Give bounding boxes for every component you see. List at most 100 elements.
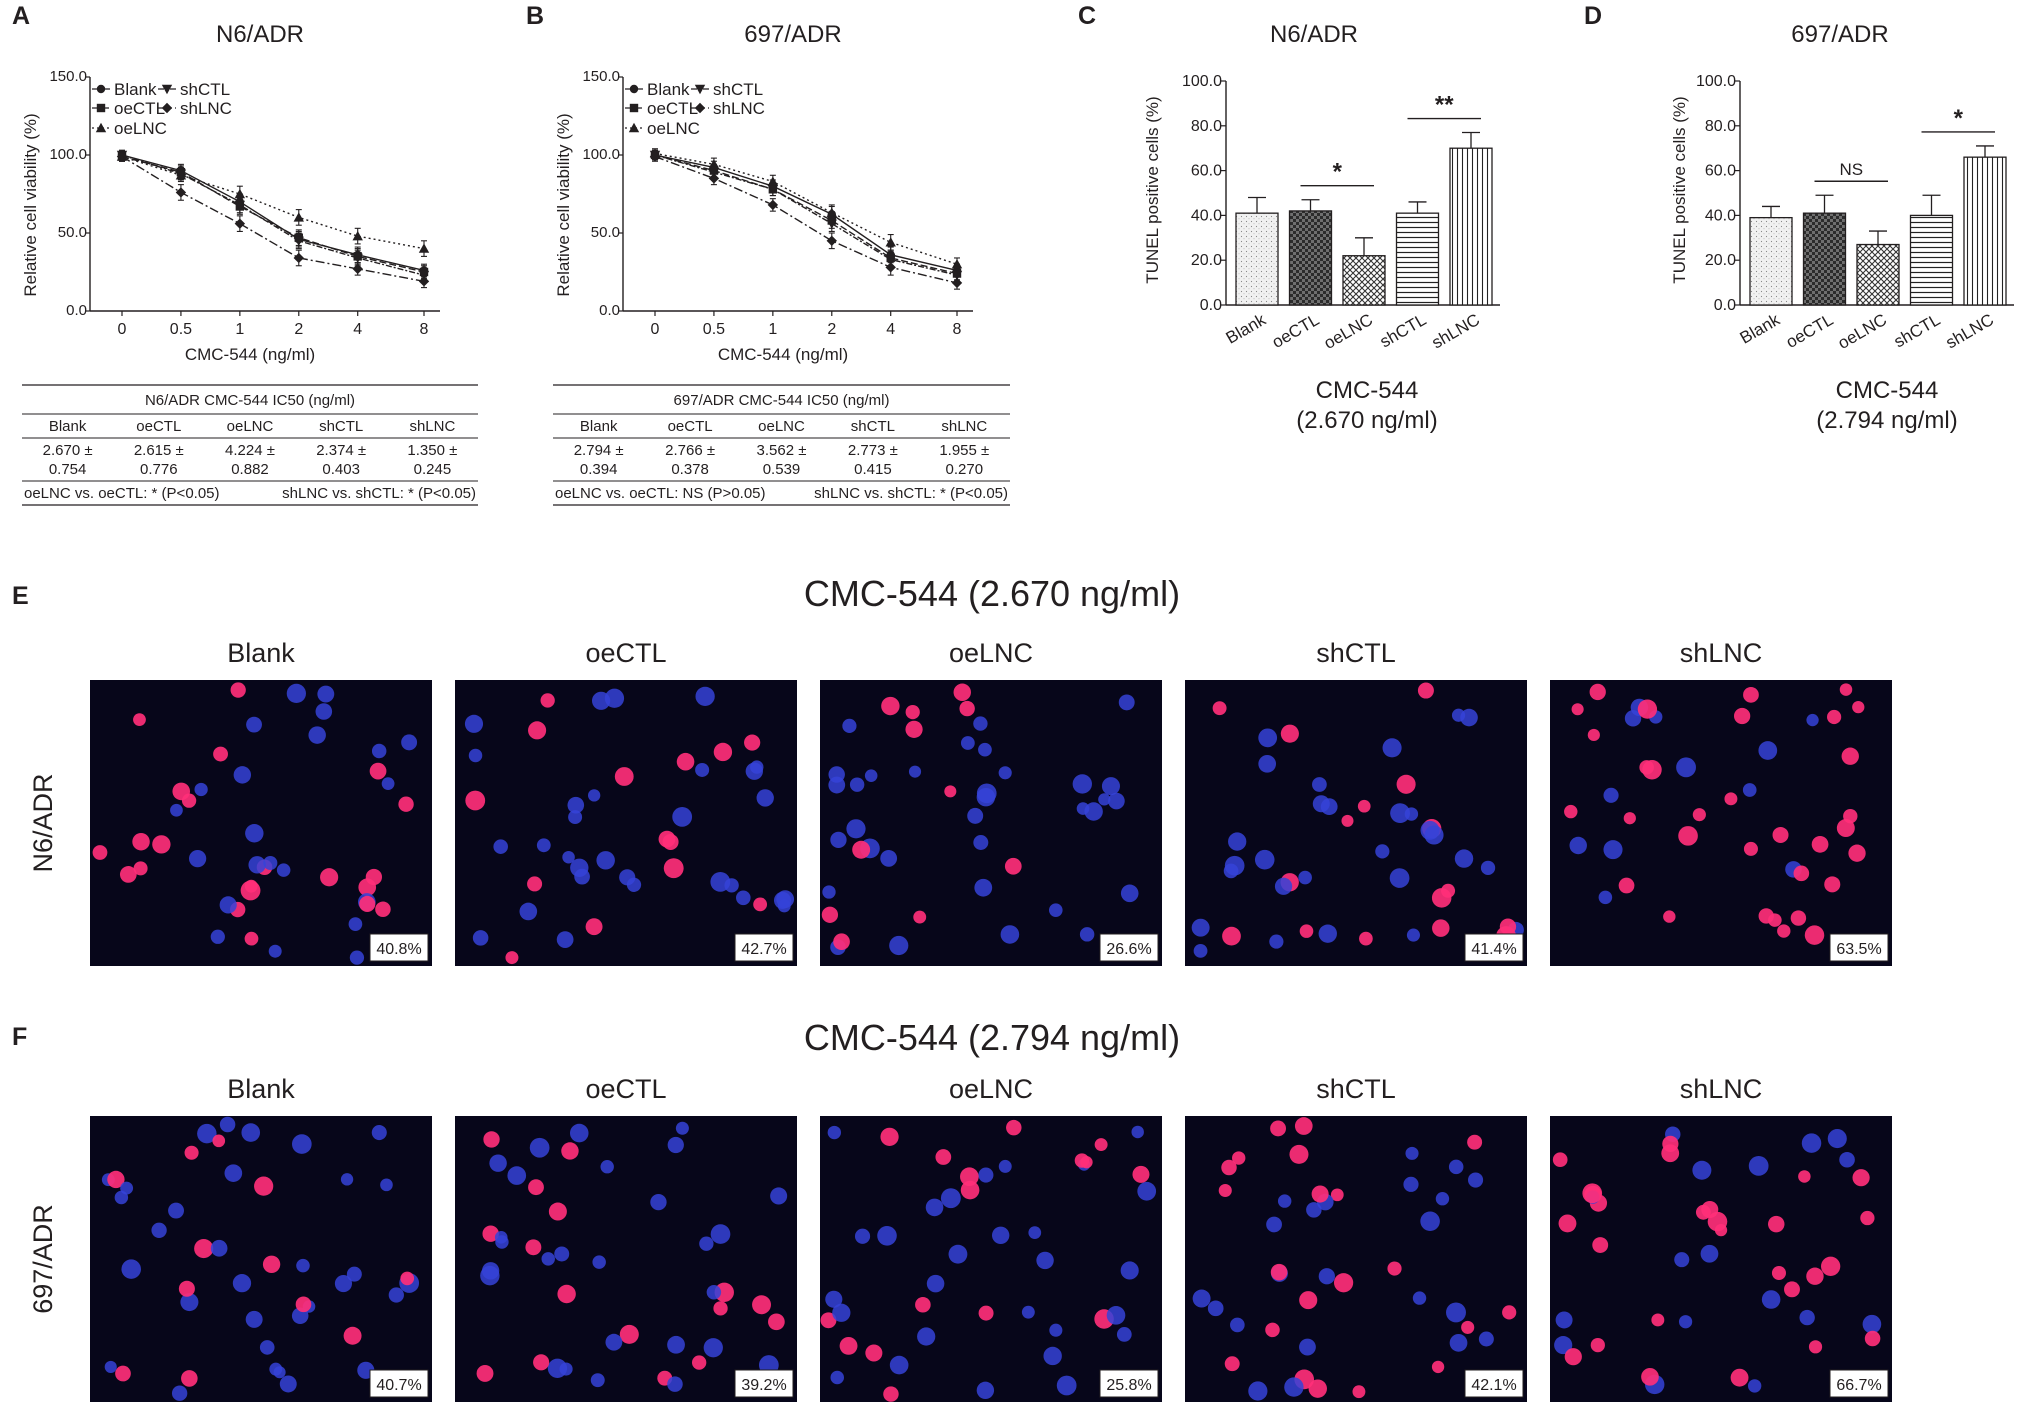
data-point	[826, 207, 837, 217]
table-cell: 2.670 ±	[43, 442, 93, 459]
nucleus	[699, 1236, 714, 1251]
nucleus	[1676, 757, 1696, 778]
nucleus	[1021, 1305, 1035, 1319]
chart-title: N6/ADR	[1270, 21, 1358, 48]
percent-box	[369, 1369, 429, 1398]
nucleus	[667, 1376, 683, 1392]
tunel-positive-cell	[1232, 1151, 1246, 1165]
nucleus	[121, 1259, 141, 1279]
tunel-positive-cell	[1772, 826, 1789, 843]
row-title: CMC-544 (2.794 ng/ml)	[804, 1017, 1180, 1058]
nucleus	[1448, 1159, 1464, 1175]
column-title: oeCTL	[585, 638, 666, 668]
tunel-positive-cell	[1387, 1261, 1402, 1276]
y-axis-label: Relative cell viability (%)	[554, 113, 573, 296]
nucleus	[877, 1226, 897, 1246]
nucleus	[672, 806, 693, 827]
nucleus	[259, 1340, 275, 1355]
series-line	[654, 155, 958, 284]
nucleus	[849, 777, 865, 792]
nucleus	[1137, 1181, 1157, 1201]
x-tick-label: Blank	[1223, 310, 1270, 348]
tunel-positive-cell	[561, 1142, 579, 1160]
nucleus	[925, 1198, 944, 1217]
table-cell: 2.615 ±	[134, 442, 184, 459]
x-tick-label: 0	[651, 321, 660, 338]
tunel-positive-cell	[1864, 1330, 1881, 1347]
percent-label: 66.7%	[1836, 1377, 1881, 1394]
nucleus	[967, 807, 984, 824]
percent-label: 63.5%	[1836, 941, 1881, 958]
tunel-positive-cell	[1294, 1117, 1313, 1135]
legend-label: shCTL	[180, 80, 230, 99]
nucleus	[1299, 1338, 1316, 1356]
tunel-positive-cell	[1641, 1367, 1659, 1386]
x-tick-label: Blank	[1737, 310, 1784, 348]
legend-label: oeCTL	[114, 99, 165, 118]
chart-title: 697/ADR	[1791, 21, 1888, 48]
micrograph-background	[455, 680, 797, 966]
tunel-positive-cell	[1132, 1165, 1150, 1183]
table-cell: 0.539	[763, 461, 801, 478]
x-tick-label: 4	[353, 321, 362, 338]
nucleus	[1692, 1160, 1712, 1180]
nucleus	[825, 1290, 843, 1308]
data-point	[826, 219, 837, 229]
percent-label: 26.6%	[1106, 941, 1151, 958]
panel-letter-a: A	[12, 2, 30, 30]
micrograph-background	[455, 1116, 797, 1402]
tunel-positive-cell	[400, 1271, 415, 1286]
row-title: CMC-544 (2.670 ng/ml)	[804, 573, 1180, 614]
nucleus	[286, 683, 306, 704]
micrograph-row-697: CMC-544 (2.794 ng/ml) 697/ADR Blank 40.7% oe…	[28, 1017, 1892, 1402]
tunel-positive-cell	[1299, 1291, 1318, 1310]
data-point	[767, 185, 779, 195]
nucleus	[1036, 1251, 1054, 1270]
tunel-positive-cell	[528, 721, 547, 740]
tunel-positive-cell	[295, 1296, 312, 1313]
nucleus	[291, 1134, 312, 1154]
micrograph-background	[820, 680, 1162, 966]
tunel-positive-cell	[133, 713, 146, 727]
x-axis-label: CMC-544 (ng/ml)	[718, 345, 848, 364]
tunel-positive-cell	[691, 1355, 707, 1370]
tunel-positive-cell	[1357, 799, 1371, 813]
nucleus	[480, 1265, 500, 1286]
tunel-positive-cell	[1590, 1337, 1605, 1353]
tunel-positive-cell	[676, 752, 695, 771]
series-shctl	[649, 149, 963, 282]
nucleus	[973, 835, 989, 850]
ic50-table-n6: N6/ADR CMC-544 IC50 (ng/ml) Blank oeCTL oeL…	[22, 384, 478, 506]
nucleus	[1108, 792, 1125, 810]
micrograph-blank: 40.8%	[90, 680, 432, 966]
data-point	[826, 235, 837, 246]
tunel-positive-cell	[1662, 1135, 1679, 1152]
nucleus	[1312, 795, 1330, 813]
nucleus	[1420, 1211, 1440, 1232]
nucleus	[736, 890, 751, 906]
nucleus	[1000, 925, 1020, 944]
nucleus	[710, 1224, 731, 1244]
nucleus	[710, 871, 731, 892]
nucleus	[1277, 1194, 1292, 1208]
tunel-positive-cell	[482, 1225, 499, 1242]
tunel-positive-cell	[1333, 1273, 1354, 1293]
tunel-positive-cell	[181, 1370, 198, 1387]
legend-marker	[694, 84, 706, 95]
nucleus	[1554, 1336, 1573, 1355]
ic50-table-697: 697/ADR CMC-544 IC50 (ng/ml) Blank oeCTL oe…	[553, 384, 1010, 506]
table-column-header: shCTL	[851, 418, 895, 435]
nucleus	[246, 716, 262, 733]
x-tick-label: shCTL	[1377, 310, 1430, 351]
tunel-positive-cell	[1860, 1210, 1875, 1226]
nucleus	[1043, 1346, 1062, 1366]
y-tick-label: 100.0	[1182, 73, 1222, 90]
tunel-positive-cell	[614, 767, 634, 786]
table-cell: 1.955 ±	[939, 442, 989, 459]
nucleus	[472, 930, 489, 946]
legend-label: oeLNC	[647, 119, 700, 138]
data-point	[352, 230, 363, 241]
micrograph-background	[90, 1116, 432, 1402]
column-title: shLNC	[1680, 638, 1763, 668]
tunel-positive-cell	[1589, 683, 1606, 701]
